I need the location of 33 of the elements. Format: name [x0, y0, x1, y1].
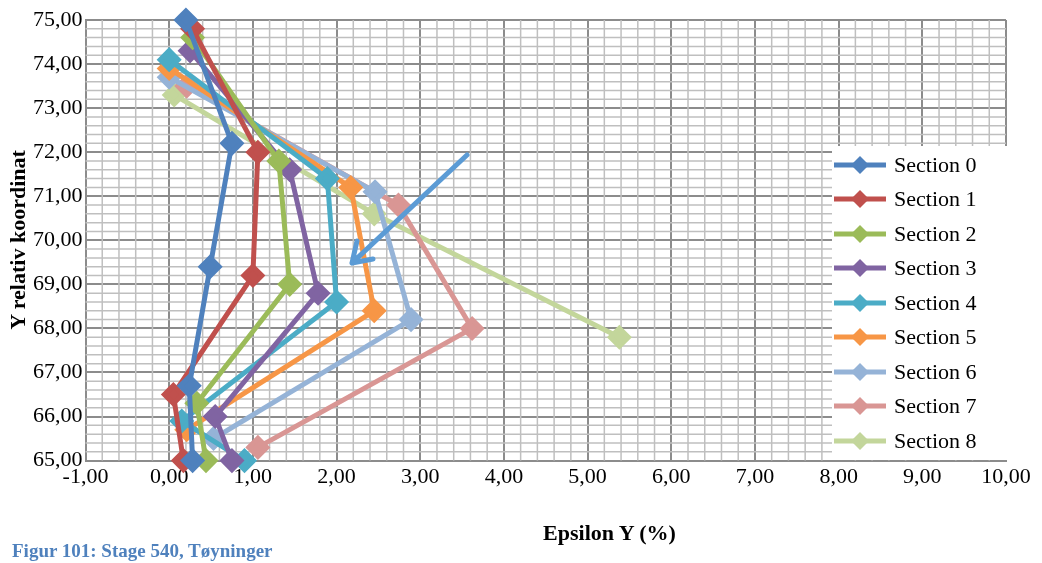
x-tick-label: 0,00: [149, 462, 189, 488]
y-tick-label: 74,00: [33, 49, 83, 75]
legend-label: Section 2: [894, 220, 977, 247]
y-tick-label: 75,00: [33, 5, 83, 31]
y-tick-label: 67,00: [33, 358, 83, 384]
x-tick-label: 10,00: [981, 462, 1031, 488]
legend-label: Section 1: [894, 186, 977, 213]
x-axis-title: Epsilon Y (%): [543, 520, 676, 545]
text: Figur 101: Stage 540, Tøyninger: [12, 540, 273, 562]
y-tick-label: 66,00: [33, 402, 83, 428]
legend-label: Section 4: [894, 289, 977, 316]
legend-label: Section 6: [894, 358, 977, 385]
x-tick-label: 5,00: [568, 462, 607, 488]
y-tick-label: 69,00: [33, 270, 83, 296]
legend-label: Section 8: [894, 427, 977, 454]
y-tick-label: 72,00: [33, 137, 83, 163]
y-tick-label: 70,00: [33, 226, 83, 252]
x-tick-label: 6,00: [652, 462, 691, 488]
y-tick-label: 71,00: [33, 182, 83, 208]
legend-label: Section 3: [894, 255, 977, 282]
x-tick-label: 1,00: [233, 462, 273, 488]
x-tick-label: 4,00: [484, 462, 524, 488]
x-tick-label: 7,00: [735, 462, 775, 488]
x-tick-label: 8,00: [819, 462, 858, 488]
y-tick-label: 68,00: [33, 314, 83, 340]
y-axis-title: Y relativ koordinat: [5, 150, 31, 330]
legend-label: Section 0: [894, 151, 977, 178]
x-tick-label: 9,00: [903, 462, 942, 488]
y-tick-label: 73,00: [33, 93, 83, 119]
x-tick-label: 3,00: [400, 462, 440, 488]
legend-label: Section 5: [894, 324, 977, 351]
x-tick-label: 2,00: [317, 462, 356, 488]
legend-label: Section 7: [894, 393, 977, 420]
